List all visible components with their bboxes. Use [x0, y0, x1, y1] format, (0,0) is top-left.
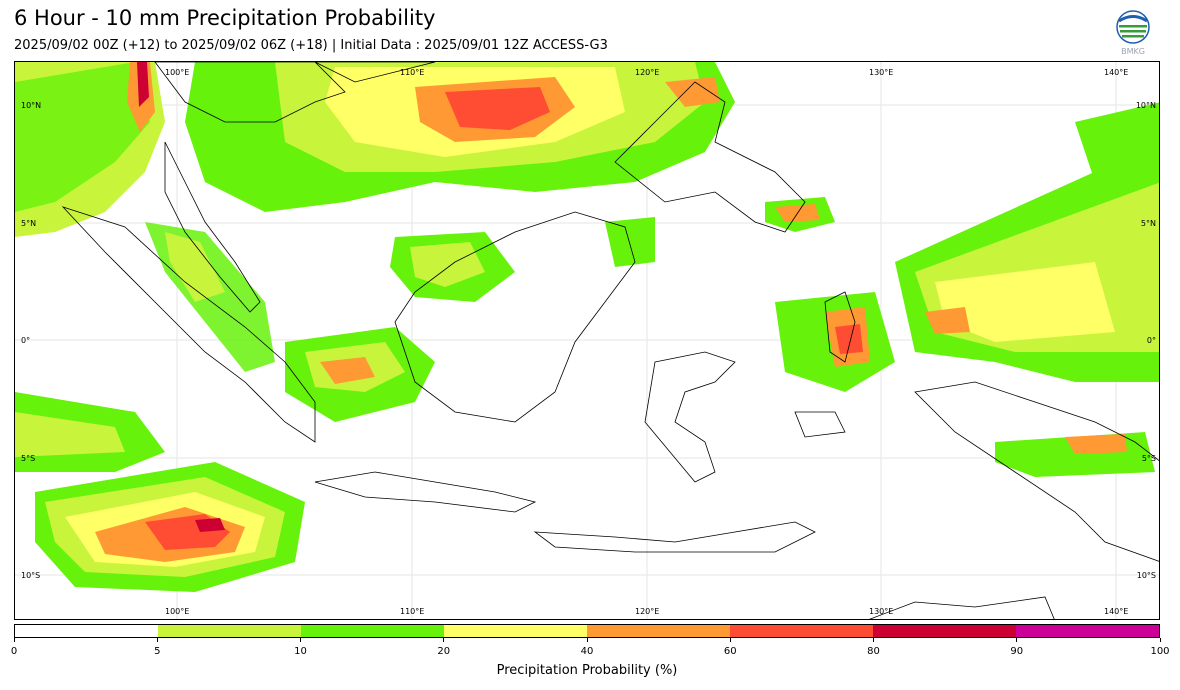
lat-label: 0°: [1147, 336, 1156, 345]
colorbar: [14, 624, 1160, 638]
lat-label: 5°S: [21, 454, 35, 463]
colorbar-tickmark: [13, 638, 15, 642]
colorbar-label: Precipitation Probability (%): [496, 663, 678, 678]
colorbar-tick-label: 10: [294, 646, 307, 657]
colorbar-segment: [158, 625, 301, 637]
colorbar-tickmark: [586, 638, 588, 642]
map-subtitle: 2025/09/02 00Z (+12) to 2025/09/02 06Z (…: [14, 38, 608, 53]
colorbar-tick-label: 5: [154, 646, 161, 657]
colorbar-tick-label: 20: [437, 646, 451, 657]
bmkg-logo: BMKG: [1113, 10, 1153, 56]
coastlines: [61, 62, 1159, 619]
lon-label: 110°E: [400, 68, 424, 77]
lon-labels-top: 100°E 110°E 120°E 130°E 140°E: [165, 68, 1128, 77]
lon-labels-bottom: 100°E 110°E 120°E 130°E 140°E: [165, 607, 1128, 616]
colorbar-tick-label: 60: [723, 646, 737, 657]
precipitation-field: [15, 62, 1159, 592]
colorbar-segment: [730, 625, 873, 637]
lon-label: 140°E: [1104, 607, 1128, 616]
lat-label: 10°N: [21, 101, 41, 110]
lon-label: 130°E: [869, 607, 893, 616]
colorbar-tickmark: [1159, 638, 1161, 642]
lon-label: 120°E: [635, 68, 659, 77]
colorbar-segment: [587, 625, 730, 637]
map-panel[interactable]: 100°E 110°E 120°E 130°E 140°E 100°E 110°…: [14, 61, 1160, 620]
lon-label: 110°E: [400, 607, 424, 616]
colorbar-tick-label: 40: [580, 646, 594, 657]
colorbar-tickmark: [1016, 638, 1018, 642]
map-title: 6 Hour - 10 mm Precipitation Probability: [14, 6, 436, 30]
colorbar-tickmark: [873, 638, 874, 642]
lat-labels-left: 10°N 5°N 0° 5°S 10°S: [21, 101, 41, 580]
colorbar-tick-label: 80: [867, 646, 880, 657]
logo-text: BMKG: [1121, 47, 1145, 56]
map-canvas: 100°E 110°E 120°E 130°E 140°E 100°E 110°…: [15, 62, 1159, 619]
lat-label: 0°: [21, 336, 30, 345]
colorbar-segment: [873, 625, 1016, 637]
colorbar-tickmark: [300, 638, 301, 642]
colorbar-segment: [444, 625, 587, 637]
colorbar-tickmark: [729, 638, 731, 642]
lon-label: 100°E: [165, 607, 189, 616]
colorbar-segment: [301, 625, 444, 637]
colorbar-tick-label: 90: [1010, 646, 1024, 657]
lat-labels-right: 10°N 5°N 0° 5°S 10°S: [1136, 101, 1156, 580]
colorbar-tickmark: [156, 638, 158, 642]
lat-label: 10°S: [1137, 571, 1156, 580]
colorbar-segment: [15, 625, 158, 637]
lon-label: 120°E: [635, 607, 659, 616]
lat-label: 5°S: [1142, 454, 1156, 463]
lon-label: 100°E: [165, 68, 189, 77]
colorbar-tickmark: [443, 638, 445, 642]
lon-label: 140°E: [1104, 68, 1128, 77]
colorbar-tick-label: 0: [10, 646, 18, 657]
lat-label: 5°N: [1141, 219, 1156, 228]
colorbar-segment: [1016, 625, 1159, 637]
colorbar-tick-label: 100: [1150, 646, 1170, 657]
lat-label: 5°N: [21, 219, 36, 228]
lat-label: 10°N: [1136, 101, 1156, 110]
lat-label: 10°S: [21, 571, 40, 580]
lon-label: 130°E: [869, 68, 893, 77]
